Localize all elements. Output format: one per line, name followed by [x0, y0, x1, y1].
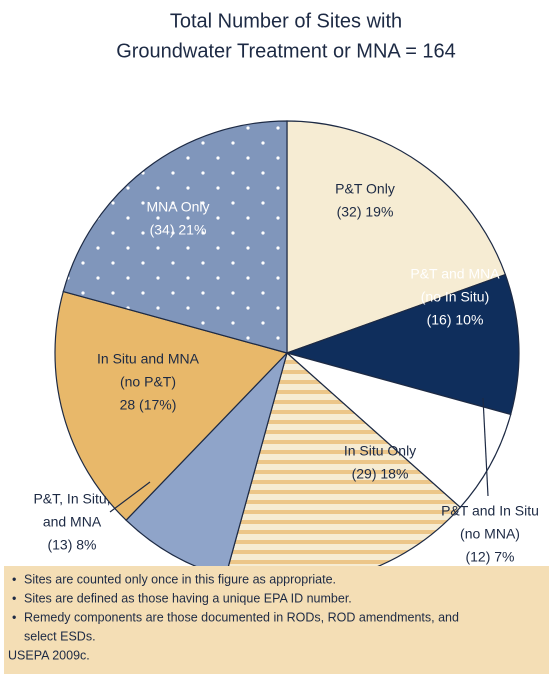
pie [54, 120, 520, 586]
slice-label: P&T and MNA [410, 266, 500, 282]
slice-label: MNA Only [146, 199, 209, 215]
pie-slice [62, 120, 288, 354]
chart-title: Total Number of Sites with [170, 10, 402, 32]
value-label: 28 (17%) [120, 397, 177, 413]
pie-slice [54, 290, 289, 522]
note: Remedy components are those documented i… [24, 610, 459, 624]
slice-label: and MNA [43, 514, 102, 530]
slice-label: (no In Situ) [421, 289, 489, 305]
value-label: (32) 19% [337, 204, 394, 220]
note: Sites are counted only once in this figu… [24, 572, 336, 586]
pie-slice [285, 273, 520, 416]
notes: • Sites are counted only once in this fig… [8, 572, 459, 662]
value-label: (29) 18% [352, 466, 409, 482]
slice-label: P&T and In Situ [441, 503, 539, 519]
chart-title: Groundwater Treatment or MNA = 164 [116, 40, 456, 62]
note: Sites are defined as those having a uniq… [24, 591, 352, 605]
bullet: • [12, 572, 16, 586]
value-label: (13) 8% [47, 537, 96, 553]
slice-label: In Situ and MNA [97, 351, 200, 367]
slice-label: (no MNA) [460, 526, 520, 542]
note: select ESDs. [24, 629, 96, 643]
slice-label: In Situ Only [344, 443, 416, 459]
bullet: • [12, 591, 16, 605]
value-label: (16) 10% [427, 312, 484, 328]
value-label: (12) 7% [465, 549, 514, 565]
bullet: • [12, 610, 16, 624]
slice-label: P&T Only [335, 181, 395, 197]
source: USEPA 2009c. [8, 648, 90, 662]
leader-line [482, 397, 489, 497]
value-label: (34) 21% [150, 222, 207, 238]
pie-slice [286, 120, 507, 354]
notes-box [4, 566, 549, 674]
pie-slice [286, 352, 512, 509]
labels: P&T Only (32) 19% P&T and MNA (no In Situ) (… [33, 181, 538, 565]
leader-line [109, 481, 151, 513]
slice-label: (no P&T) [120, 374, 176, 390]
slice-label: P&T, In Situ, [33, 491, 110, 507]
